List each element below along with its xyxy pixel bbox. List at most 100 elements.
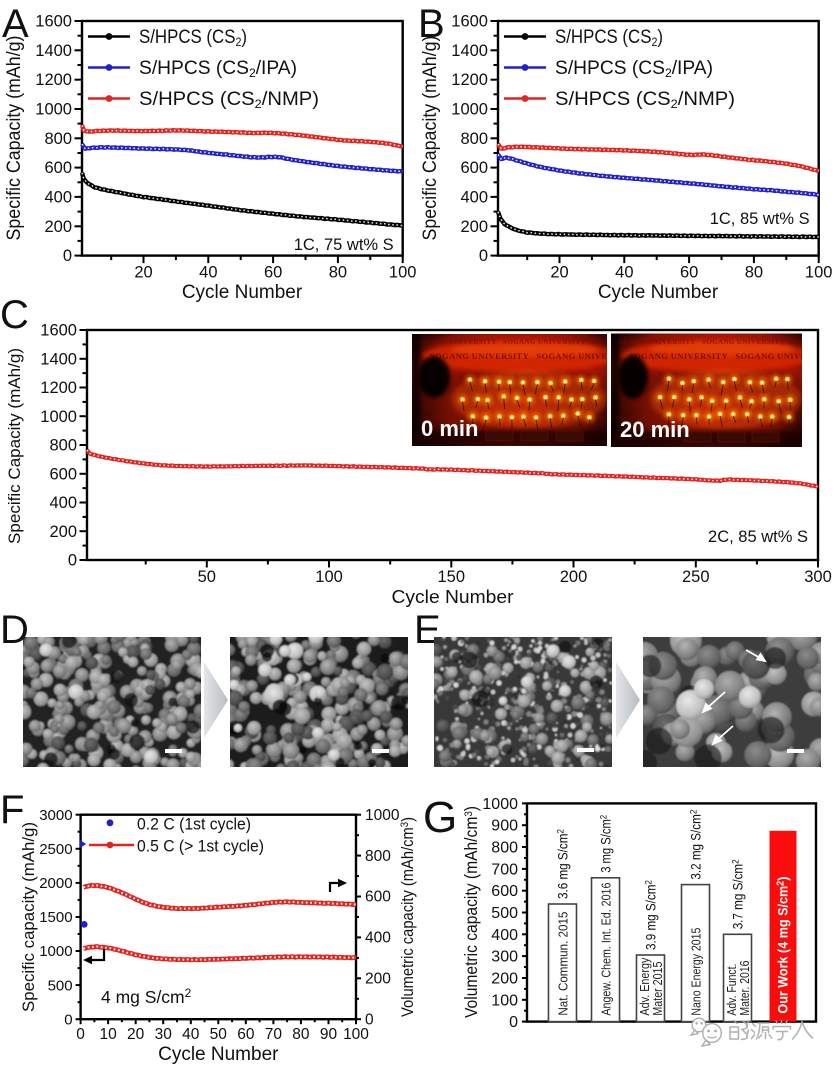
svg-text:3.2 mg S/cm2: 3.2 mg S/cm2 bbox=[689, 810, 704, 880]
svg-text:40: 40 bbox=[615, 264, 633, 282]
svg-text:0: 0 bbox=[479, 247, 488, 265]
svg-text:80: 80 bbox=[745, 264, 763, 282]
svg-text:20 min: 20 min bbox=[620, 417, 690, 442]
svg-text:Volumetric capacity (mAh/cm3): Volumetric capacity (mAh/cm3) bbox=[461, 806, 481, 1018]
svg-text:S/HPCS (CS2): S/HPCS (CS2) bbox=[139, 27, 247, 49]
svg-text:Specific Capacity (mAh/g): Specific Capacity (mAh/g) bbox=[5, 348, 24, 544]
svg-text:3.7 mg S/cm2: 3.7 mg S/cm2 bbox=[731, 859, 746, 929]
svg-text:100: 100 bbox=[491, 992, 518, 1009]
svg-text:Cycle Number: Cycle Number bbox=[598, 282, 719, 303]
svg-text:2C, 85 wt% S: 2C, 85 wt% S bbox=[708, 528, 808, 546]
svg-text:1200: 1200 bbox=[451, 71, 488, 89]
svg-text:60: 60 bbox=[264, 264, 282, 282]
svg-text:2500: 2500 bbox=[39, 841, 72, 858]
svg-text:3000: 3000 bbox=[39, 807, 72, 824]
svg-text:800: 800 bbox=[365, 848, 391, 865]
svg-text:1000: 1000 bbox=[451, 100, 488, 118]
svg-text:S/HPCS (CS2/IPA): S/HPCS (CS2/IPA) bbox=[139, 58, 297, 80]
svg-text:Cycle Number: Cycle Number bbox=[392, 587, 514, 607]
svg-text:40: 40 bbox=[182, 1026, 200, 1043]
svg-text:2000: 2000 bbox=[39, 875, 72, 892]
svg-text:Specific capacity (mAh/g): Specific capacity (mAh/g) bbox=[19, 822, 38, 1012]
svg-text:0.2 C (1st cycle): 0.2 C (1st cycle) bbox=[137, 816, 251, 834]
svg-text:500: 500 bbox=[491, 905, 518, 922]
svg-text:10: 10 bbox=[100, 1026, 118, 1043]
svg-text:100: 100 bbox=[343, 1026, 369, 1043]
svg-text:600: 600 bbox=[460, 159, 488, 177]
svg-text:500: 500 bbox=[48, 977, 73, 994]
svg-text:1600: 1600 bbox=[451, 13, 488, 31]
svg-text:800: 800 bbox=[491, 840, 518, 857]
svg-text:1200: 1200 bbox=[35, 71, 72, 89]
svg-text:S/HPCS (CS2/NMP): S/HPCS (CS2/NMP) bbox=[555, 89, 735, 111]
svg-text:S/HPCS (CS2): S/HPCS (CS2) bbox=[555, 27, 663, 49]
svg-text:200: 200 bbox=[365, 971, 391, 988]
svg-text:0: 0 bbox=[63, 247, 72, 265]
svg-text:1000: 1000 bbox=[482, 796, 518, 813]
svg-text:100: 100 bbox=[389, 264, 417, 282]
svg-text:0.5 C (> 1st cycle): 0.5 C (> 1st cycle) bbox=[137, 838, 264, 856]
svg-text:600: 600 bbox=[365, 889, 391, 906]
svg-text:700: 700 bbox=[491, 861, 518, 878]
svg-text:90: 90 bbox=[320, 1026, 338, 1043]
svg-text:1600: 1600 bbox=[35, 13, 72, 31]
svg-text:Our Work (4 mg S/cm2): Our Work (4 mg S/cm2) bbox=[775, 877, 791, 1014]
svg-text:30: 30 bbox=[155, 1026, 173, 1043]
svg-text:S/HPCS (CS2/NMP): S/HPCS (CS2/NMP) bbox=[139, 89, 319, 111]
svg-text:3.6 mg S/cm2: 3.6 mg S/cm2 bbox=[556, 829, 571, 899]
svg-text:20: 20 bbox=[134, 264, 152, 282]
svg-text:400: 400 bbox=[49, 494, 77, 512]
svg-text:900: 900 bbox=[491, 818, 518, 835]
svg-text:600: 600 bbox=[49, 465, 77, 483]
svg-text:Cycle Number: Cycle Number bbox=[158, 1044, 279, 1065]
svg-text:200: 200 bbox=[560, 568, 588, 586]
svg-text:60: 60 bbox=[680, 264, 698, 282]
svg-text:1000: 1000 bbox=[365, 807, 400, 824]
svg-text:G: G bbox=[423, 793, 457, 842]
svg-text:200: 200 bbox=[49, 523, 77, 541]
svg-text:400: 400 bbox=[460, 188, 488, 206]
svg-text:800: 800 bbox=[49, 437, 77, 455]
svg-text:1400: 1400 bbox=[35, 42, 72, 60]
svg-text:400: 400 bbox=[365, 930, 391, 947]
svg-text:400: 400 bbox=[44, 188, 72, 206]
svg-text:50: 50 bbox=[210, 1026, 228, 1043]
svg-text:40: 40 bbox=[199, 264, 217, 282]
svg-text:200: 200 bbox=[44, 218, 72, 236]
svg-text:300: 300 bbox=[804, 568, 832, 586]
svg-text:Cycle Number: Cycle Number bbox=[182, 282, 303, 303]
svg-text:80: 80 bbox=[292, 1026, 310, 1043]
svg-text:0: 0 bbox=[509, 1014, 518, 1031]
svg-text:100: 100 bbox=[805, 264, 833, 282]
svg-text:Nat. Commun. 2015: Nat. Commun. 2015 bbox=[556, 912, 571, 1016]
svg-text:200: 200 bbox=[460, 218, 488, 236]
svg-text:70: 70 bbox=[265, 1026, 283, 1043]
svg-text:300: 300 bbox=[491, 949, 518, 966]
svg-text:150: 150 bbox=[438, 568, 466, 586]
svg-text:250: 250 bbox=[682, 568, 710, 586]
svg-text:Specific Capacity (mAh/g): Specific Capacity (mAh/g) bbox=[420, 36, 441, 241]
svg-text:0: 0 bbox=[64, 1011, 72, 1028]
svg-text:Angew. Chem. Int. Ed. 2016: Angew. Chem. Int. Ed. 2016 bbox=[599, 883, 614, 1016]
svg-text:C: C bbox=[0, 293, 29, 337]
svg-text:Specific Capacity (mAh/g): Specific Capacity (mAh/g) bbox=[4, 36, 25, 241]
svg-text:1400: 1400 bbox=[40, 350, 77, 368]
svg-text:3.9 mg S/cm2: 3.9 mg S/cm2 bbox=[644, 880, 659, 950]
svg-text:80: 80 bbox=[329, 264, 347, 282]
svg-text:1000: 1000 bbox=[39, 943, 72, 960]
svg-text:Mater 2015: Mater 2015 bbox=[650, 962, 665, 1016]
svg-text:1C, 85 wt% S: 1C, 85 wt% S bbox=[710, 210, 810, 228]
svg-text:1200: 1200 bbox=[40, 379, 77, 397]
svg-text:50: 50 bbox=[198, 568, 216, 586]
svg-text:0 min: 0 min bbox=[421, 416, 478, 441]
svg-text:4 mg S/cm2: 4 mg S/cm2 bbox=[101, 986, 192, 1007]
svg-text:1600: 1600 bbox=[40, 322, 77, 340]
svg-text:800: 800 bbox=[44, 130, 72, 148]
svg-text:600: 600 bbox=[491, 883, 518, 900]
svg-text:3 mg S/cm2: 3 mg S/cm2 bbox=[599, 815, 614, 873]
svg-text:400: 400 bbox=[491, 927, 518, 944]
svg-text:1000: 1000 bbox=[35, 100, 72, 118]
svg-text:800: 800 bbox=[460, 130, 488, 148]
svg-text:20: 20 bbox=[550, 264, 568, 282]
svg-text:1500: 1500 bbox=[39, 909, 72, 926]
